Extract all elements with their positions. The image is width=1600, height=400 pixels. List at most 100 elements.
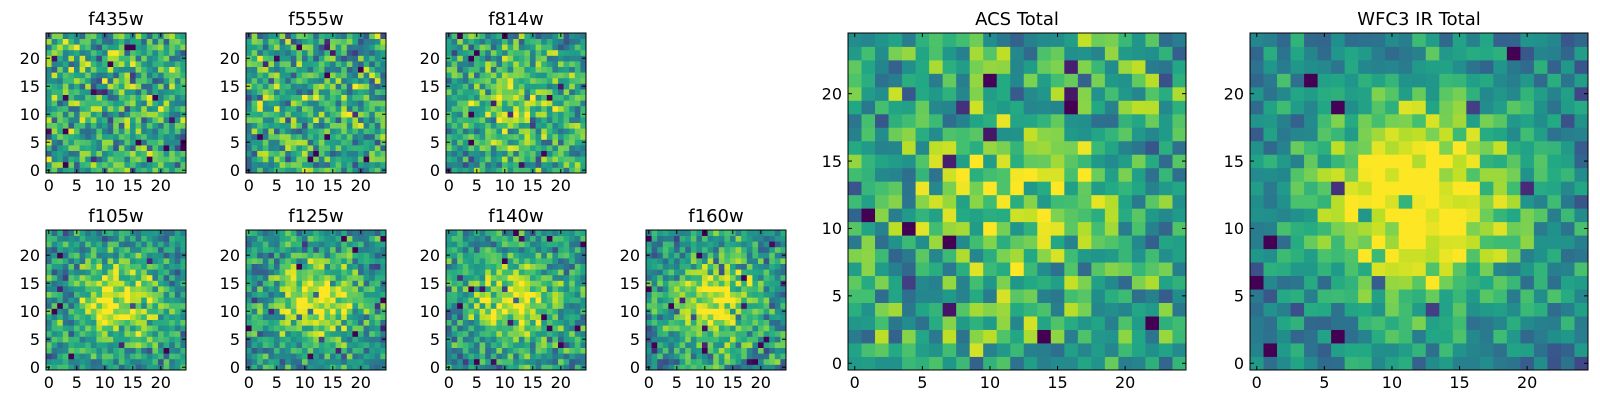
heatmap-cell xyxy=(535,100,542,107)
heatmap-cell xyxy=(141,61,148,67)
y-tick-label: 15 xyxy=(220,77,240,96)
heatmap-cell xyxy=(513,308,520,315)
heatmap-cell xyxy=(268,133,275,140)
heatmap-cell xyxy=(507,49,514,56)
heatmap-cell xyxy=(758,302,764,309)
heatmap-cell xyxy=(1091,302,1106,317)
heatmap-cell xyxy=(113,286,120,292)
heatmap-cell xyxy=(507,230,514,236)
heatmap-cell xyxy=(257,269,264,276)
heatmap-cell xyxy=(113,89,120,95)
heatmap-cell xyxy=(302,336,308,343)
heatmap-cell xyxy=(552,122,559,129)
heatmap-cell xyxy=(1091,316,1106,330)
heatmap-cell xyxy=(574,358,581,365)
heatmap-cell xyxy=(380,235,387,242)
heatmap-cell xyxy=(102,342,108,348)
heatmap-cell xyxy=(369,77,376,84)
heatmap-cell xyxy=(558,336,564,343)
heatmap-cell xyxy=(496,94,503,101)
heatmap-cell xyxy=(163,61,170,67)
heatmap-cell xyxy=(313,258,320,264)
heatmap-cell xyxy=(546,342,553,348)
heatmap-cell xyxy=(346,258,353,264)
heatmap-cell xyxy=(279,286,286,292)
heatmap-cell xyxy=(546,308,553,315)
heatmap-cell xyxy=(135,122,142,129)
heatmap-cell xyxy=(569,117,576,123)
heatmap-cell xyxy=(169,336,176,343)
heatmap-cell xyxy=(479,235,486,242)
heatmap-cell xyxy=(130,161,136,168)
heatmap-cell xyxy=(363,302,370,309)
heatmap-cell xyxy=(302,156,308,163)
heatmap-cell xyxy=(335,89,342,95)
heatmap-cell xyxy=(169,122,176,129)
heatmap-cell xyxy=(507,336,514,343)
heatmap-cell xyxy=(474,269,480,276)
heatmap-cell xyxy=(285,330,292,337)
heatmap-cell xyxy=(102,252,108,259)
heatmap-cell xyxy=(457,150,464,157)
heatmap-cell xyxy=(96,246,103,253)
heatmap-cell xyxy=(135,314,142,320)
heatmap-cell xyxy=(490,358,497,365)
heatmap-cell xyxy=(68,280,75,287)
heatmap-cell xyxy=(158,133,164,140)
heatmap-cell xyxy=(496,353,503,360)
heatmap-cell xyxy=(875,275,889,290)
heatmap-cell xyxy=(563,66,570,73)
heatmap-cell xyxy=(451,100,458,107)
heatmap-cell xyxy=(296,66,303,73)
heatmap-cell xyxy=(707,314,714,320)
heatmap-cell xyxy=(861,316,876,330)
heatmap-cell xyxy=(118,235,125,242)
heatmap-cell xyxy=(102,263,108,270)
heatmap-cell xyxy=(468,167,475,174)
heatmap-cell xyxy=(174,280,181,287)
heatmap-cell xyxy=(780,274,787,281)
heatmap-cell xyxy=(457,336,464,343)
heatmap-cell xyxy=(546,105,553,112)
heatmap-cell xyxy=(490,133,497,140)
heatmap-cell xyxy=(651,325,658,332)
heatmap-cell xyxy=(513,156,520,163)
heatmap-cell xyxy=(769,353,776,360)
heatmap-cell xyxy=(507,128,514,135)
heatmap-cell xyxy=(358,66,364,73)
heatmap-cell xyxy=(518,325,525,332)
heatmap-cell xyxy=(496,100,503,107)
heatmap-cell xyxy=(169,128,176,135)
heatmap-cell xyxy=(875,154,889,169)
x-tick-label: 15 xyxy=(523,373,543,392)
heatmap-cell xyxy=(741,291,748,298)
heatmap-cell xyxy=(662,358,669,365)
heatmap-cell xyxy=(169,105,176,112)
heatmap-cell xyxy=(902,208,916,223)
heatmap-cell xyxy=(369,89,376,95)
heatmap-cell xyxy=(468,111,475,118)
heatmap-cell xyxy=(141,252,148,259)
heatmap-cell xyxy=(369,66,376,73)
heatmap-cell xyxy=(462,66,469,73)
heatmap-cell xyxy=(530,280,536,287)
heatmap-cell xyxy=(569,263,576,270)
heatmap-cell xyxy=(268,330,275,337)
heatmap-cell xyxy=(141,161,148,168)
heatmap-cell xyxy=(569,280,576,287)
heatmap-cell xyxy=(369,44,376,51)
heatmap-cell xyxy=(358,150,364,157)
heatmap-cell xyxy=(457,100,464,107)
heatmap-cell xyxy=(374,308,381,315)
heatmap-cell xyxy=(875,208,889,223)
heatmap-cell xyxy=(646,269,652,276)
heatmap-cell xyxy=(318,150,325,157)
heatmap-cell xyxy=(274,72,280,79)
heatmap-cell xyxy=(68,269,75,276)
heatmap-cell xyxy=(163,364,170,371)
heatmap-cell xyxy=(474,61,480,67)
heatmap-cell xyxy=(102,353,108,360)
heatmap-cell xyxy=(313,252,320,259)
heatmap-cell xyxy=(569,44,576,51)
heatmap-cell xyxy=(169,302,176,309)
